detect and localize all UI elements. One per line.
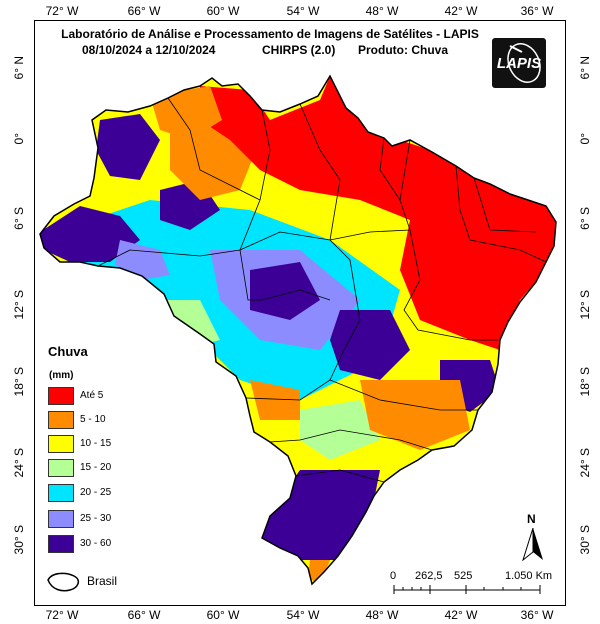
- brazil-outline: [39, 74, 557, 586]
- legend-swatch: [48, 510, 74, 528]
- brasil-outline-icon: [47, 572, 80, 592]
- lon-tick-top: 54° W: [286, 4, 320, 18]
- lon-tick-top: 42° W: [444, 4, 478, 18]
- legend-item: Até 5: [48, 387, 188, 405]
- legend-item: 30 - 60: [48, 535, 188, 553]
- lon-tick-bottom: 42° W: [444, 608, 478, 622]
- lon-tick-bottom: 60° W: [206, 608, 240, 622]
- north-arrow-icon: [522, 528, 543, 562]
- logo-text: LAPIS: [496, 55, 542, 72]
- legend-title: Chuva: [48, 344, 88, 359]
- legend-label: Até 5: [80, 390, 104, 401]
- lon-tick-top: 66° W: [127, 4, 161, 18]
- lon-tick-top: 36° W: [520, 4, 554, 18]
- legend-label: 20 - 25: [80, 487, 112, 498]
- scale-bar: [393, 585, 541, 594]
- scale-label: 525: [454, 570, 473, 582]
- map-frame: [34, 20, 566, 606]
- legend-label: 5 - 10: [80, 414, 106, 425]
- north-label: N: [527, 512, 536, 526]
- map-source: CHIRPS (2.0): [262, 43, 336, 57]
- lon-tick-bottom: 54° W: [286, 608, 320, 622]
- legend-swatch: [48, 387, 74, 405]
- scale-label: 262,5: [415, 570, 443, 582]
- legend-swatch: [48, 411, 74, 429]
- lon-tick-top: 48° W: [365, 4, 399, 18]
- map-title: Laboratório de Análise e Processamento d…: [61, 27, 479, 41]
- lon-tick-top: 72° W: [45, 4, 79, 18]
- lon-tick-top: 60° W: [206, 4, 240, 18]
- legend-item: 20 - 25: [48, 484, 188, 502]
- legend-swatch: [48, 484, 74, 502]
- legend-swatch: [48, 435, 74, 453]
- scale-label: 1.050 Km: [505, 570, 553, 582]
- lon-tick-bottom: 36° W: [520, 608, 554, 622]
- legend-item: 10 - 15: [48, 435, 188, 453]
- satellite-icon: [507, 43, 541, 83]
- lapis-logo: LAPIS: [492, 38, 546, 88]
- map-product: Produto: Chuva: [358, 43, 448, 57]
- lon-tick-bottom: 48° W: [365, 608, 399, 622]
- legend-label: 25 - 30: [80, 513, 112, 524]
- legend-unit: (mm): [49, 370, 74, 381]
- legend-label: 10 - 15: [80, 438, 112, 449]
- legend-item: 25 - 30: [48, 510, 188, 528]
- legend-item: 5 - 10: [48, 411, 188, 429]
- legend-item: 15 - 20: [48, 459, 188, 477]
- legend-label: 15 - 20: [80, 462, 112, 473]
- legend-label: 30 - 60: [80, 538, 112, 549]
- lon-tick-bottom: 72° W: [45, 608, 79, 622]
- state-boundaries: [97, 97, 547, 483]
- legend-swatch: [48, 459, 74, 477]
- map-dates: 08/10/2024 a 12/10/2024: [82, 43, 216, 57]
- lon-tick-bottom: 66° W: [127, 608, 161, 622]
- legend-swatch: [48, 535, 74, 553]
- scale-label: 0: [390, 570, 397, 582]
- brasil-label: Brasil: [87, 574, 118, 588]
